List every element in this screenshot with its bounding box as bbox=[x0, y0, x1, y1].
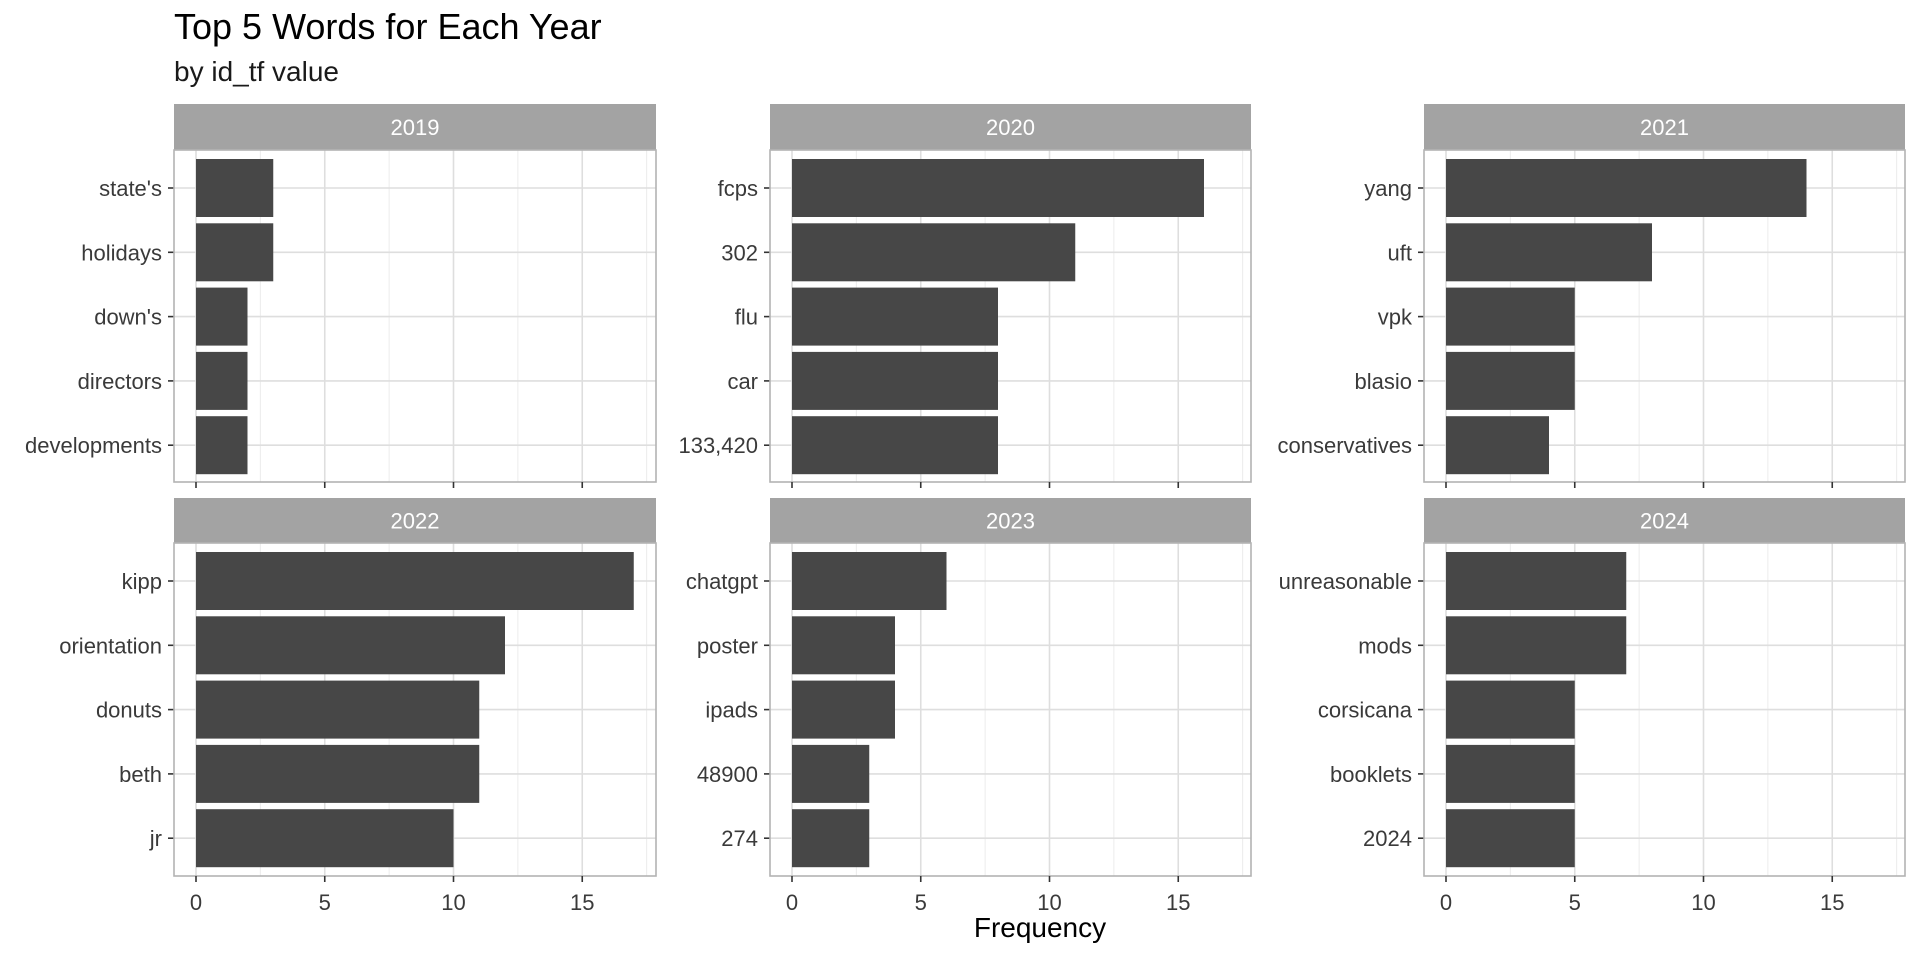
category-label: uft bbox=[1388, 240, 1412, 265]
x-tick-label: 5 bbox=[319, 890, 331, 915]
x-tick-label: 0 bbox=[190, 890, 202, 915]
facet-strip-label: 2021 bbox=[1640, 115, 1689, 140]
category-label: donuts bbox=[96, 698, 162, 723]
category-label: vpk bbox=[1378, 305, 1413, 330]
bar bbox=[196, 744, 480, 803]
x-axis-label: Frequency bbox=[973, 912, 1107, 943]
bar bbox=[196, 809, 454, 868]
category-label: holidays bbox=[81, 240, 162, 265]
x-tick-label: 0 bbox=[786, 890, 798, 915]
facet-strip-label: 2019 bbox=[391, 115, 440, 140]
category-label: 133,420 bbox=[678, 433, 758, 458]
category-label: down's bbox=[94, 305, 162, 330]
category-label: directors bbox=[78, 369, 162, 394]
chart-subtitle: by id_tf value bbox=[174, 56, 339, 87]
category-label: 274 bbox=[721, 826, 758, 851]
x-tick-label: 10 bbox=[1037, 890, 1061, 915]
bar bbox=[1446, 809, 1575, 868]
facet-strip bbox=[770, 104, 1251, 150]
bar bbox=[196, 223, 274, 282]
facet-strip bbox=[1424, 104, 1905, 150]
panel-border bbox=[769, 542, 1252, 877]
x-tick-label: 10 bbox=[1691, 890, 1715, 915]
facet-strip-label: 2023 bbox=[986, 509, 1035, 534]
bar bbox=[792, 351, 998, 410]
category-label: car bbox=[727, 369, 758, 394]
panel-border bbox=[769, 149, 1252, 483]
category-label: orientation bbox=[59, 633, 162, 658]
bar bbox=[792, 809, 870, 868]
bar bbox=[792, 680, 895, 739]
bar bbox=[196, 287, 248, 346]
category-label: state's bbox=[99, 176, 162, 201]
bar bbox=[196, 416, 248, 475]
facet-strip bbox=[174, 104, 656, 150]
bar bbox=[196, 159, 274, 217]
bar bbox=[1446, 351, 1575, 410]
panel-border bbox=[173, 542, 657, 877]
category-label: developments bbox=[25, 433, 162, 458]
x-tick-label: 15 bbox=[570, 890, 594, 915]
x-tick-label: 15 bbox=[1166, 890, 1190, 915]
bar bbox=[196, 616, 505, 675]
category-label: poster bbox=[697, 633, 758, 658]
panel-border bbox=[1423, 542, 1906, 877]
bar bbox=[792, 223, 1076, 282]
x-tick-label: 5 bbox=[915, 890, 927, 915]
bar bbox=[196, 680, 480, 739]
category-label: jr bbox=[149, 826, 162, 851]
bar bbox=[792, 744, 870, 803]
panel-border bbox=[173, 149, 657, 483]
facet-strip-label: 2020 bbox=[986, 115, 1035, 140]
bar bbox=[1446, 287, 1575, 346]
category-label: booklets bbox=[1330, 762, 1412, 787]
facet-strip bbox=[770, 498, 1251, 543]
category-label: corsicana bbox=[1318, 698, 1413, 723]
facet-strip-label: 2022 bbox=[391, 509, 440, 534]
category-label: kipp bbox=[122, 569, 162, 594]
x-tick-label: 0 bbox=[1440, 890, 1452, 915]
category-label: 302 bbox=[721, 240, 758, 265]
category-label: fcps bbox=[718, 176, 758, 201]
x-tick-label: 5 bbox=[1569, 890, 1581, 915]
bar bbox=[792, 552, 947, 610]
facet-strip bbox=[1424, 498, 1905, 543]
bar bbox=[196, 552, 634, 610]
facet-strip bbox=[174, 498, 656, 543]
x-tick-label: 15 bbox=[1820, 890, 1844, 915]
category-label: unreasonable bbox=[1279, 569, 1412, 594]
bar bbox=[792, 616, 895, 675]
category-label: 48900 bbox=[697, 762, 758, 787]
bar bbox=[1446, 744, 1575, 803]
bar bbox=[792, 416, 998, 475]
bar bbox=[792, 159, 1204, 217]
category-label: mods bbox=[1358, 633, 1412, 658]
bar bbox=[1446, 223, 1652, 282]
category-label: beth bbox=[119, 762, 162, 787]
bar bbox=[1446, 416, 1549, 475]
category-label: blasio bbox=[1355, 369, 1412, 394]
category-label: conservatives bbox=[1277, 433, 1412, 458]
bar bbox=[1446, 552, 1627, 610]
chart-title: Top 5 Words for Each Year bbox=[174, 6, 602, 47]
panel-border bbox=[1423, 149, 1906, 483]
bar bbox=[792, 287, 998, 346]
category-label: yang bbox=[1364, 176, 1412, 201]
bar bbox=[1446, 159, 1807, 217]
x-tick-label: 10 bbox=[441, 890, 465, 915]
category-label: chatgpt bbox=[686, 569, 758, 594]
bar bbox=[1446, 680, 1575, 739]
facet-strip-label: 2024 bbox=[1640, 509, 1689, 534]
bar bbox=[1446, 616, 1627, 675]
category-label: ipads bbox=[705, 698, 758, 723]
category-label: flu bbox=[735, 305, 758, 330]
category-label: 2024 bbox=[1363, 826, 1412, 851]
bar bbox=[196, 351, 248, 410]
